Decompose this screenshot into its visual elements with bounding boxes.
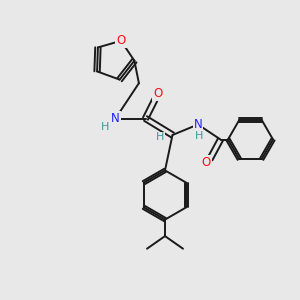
Text: H: H: [156, 132, 164, 142]
Text: N: N: [194, 118, 202, 131]
Text: H: H: [101, 122, 109, 132]
Text: O: O: [116, 34, 126, 47]
Text: O: O: [153, 87, 162, 101]
Text: O: O: [202, 156, 211, 169]
Text: N: N: [111, 112, 120, 125]
Text: H: H: [195, 131, 204, 141]
